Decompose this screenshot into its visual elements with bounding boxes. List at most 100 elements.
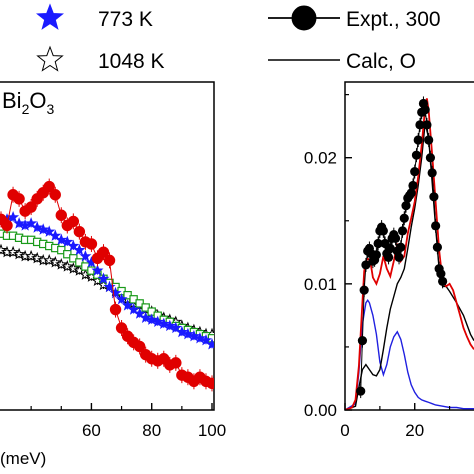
- data-point: [206, 338, 214, 350]
- data-point: [410, 166, 420, 177]
- data-point: [97, 246, 110, 258]
- left-x-axis-label: (meV): [0, 449, 46, 468]
- data-point: [371, 250, 381, 260]
- data-point: [25, 249, 38, 262]
- data-point: [109, 286, 122, 299]
- data-point: [424, 135, 434, 145]
- data-point: [170, 357, 182, 369]
- data-point: [187, 329, 200, 342]
- data-point: [103, 280, 116, 293]
- left-plot-frame: [0, 81, 215, 411]
- data-point: [25, 217, 38, 229]
- data-point: [422, 120, 432, 130]
- data-point: [390, 233, 401, 244]
- data-point: [406, 188, 416, 198]
- data-point: [37, 223, 50, 235]
- data-point: [127, 303, 140, 315]
- left-panel: 60 80 100 Bi2O3 (meV): [0, 81, 226, 468]
- data-point: [151, 315, 164, 328]
- data-point: [67, 215, 80, 228]
- data-point: [415, 120, 425, 130]
- data-point: [6, 245, 20, 258]
- data-point: [73, 243, 86, 256]
- legend-label-773k: 773 K: [98, 8, 153, 31]
- data-point: [73, 225, 86, 238]
- data-point: [43, 225, 56, 237]
- data-point: [133, 307, 146, 319]
- data-point: [199, 333, 212, 346]
- data-point: [61, 260, 74, 272]
- legend-marker-1048k: [36, 45, 64, 72]
- data-point: [361, 260, 371, 270]
- data-point: [12, 217, 26, 229]
- data-point: [408, 180, 418, 191]
- data-point: [427, 168, 437, 178]
- data-point: [109, 303, 122, 316]
- left-x-ticks: 60 80 100: [30, 403, 226, 440]
- y-tick-label: 0.01: [304, 275, 337, 294]
- data-point: [139, 311, 152, 323]
- data-point: [49, 255, 62, 268]
- data-point: [396, 242, 406, 252]
- data-point: [67, 239, 80, 252]
- legend-label-1048k: 1048 K: [98, 50, 165, 73]
- data-point: [357, 336, 368, 346]
- data-point: [436, 269, 446, 279]
- data-point: [43, 180, 55, 193]
- right-series-group: [345, 96, 474, 410]
- data-point: [206, 377, 214, 390]
- data-point: [373, 238, 383, 249]
- data-point: [97, 272, 110, 284]
- data-point: [169, 321, 182, 334]
- series-1: [0, 210, 214, 350]
- data-point: [43, 253, 56, 266]
- x-tick-label: 60: [82, 421, 101, 440]
- data-point: [85, 238, 98, 250]
- left-series-group: [0, 178, 214, 392]
- data-point: [163, 319, 176, 332]
- data-point: [385, 243, 395, 254]
- data-point: [359, 285, 369, 295]
- legend-label-calc: Calc, O: [346, 50, 416, 73]
- data-point: [157, 317, 170, 330]
- data-point: [31, 251, 44, 264]
- data-point: [175, 325, 188, 338]
- x-tick-label: 0: [340, 421, 349, 440]
- data-point: [383, 252, 394, 262]
- data-point: [55, 233, 68, 246]
- data-point: [425, 153, 436, 163]
- data-point: [13, 193, 25, 205]
- data-point: [91, 264, 104, 276]
- data-point: [31, 221, 44, 233]
- data-point: [61, 235, 74, 248]
- y-tick-label: 0.00: [304, 401, 337, 420]
- data-point: [399, 213, 409, 223]
- data-point: [193, 331, 207, 344]
- data-point: [103, 254, 116, 267]
- data-point: [0, 243, 8, 256]
- data-point: [432, 242, 442, 252]
- right-plot-frame: [344, 81, 474, 411]
- series-line-2: [345, 122, 474, 410]
- data-point: [411, 150, 422, 160]
- data-point: [133, 340, 146, 353]
- x-tick-label: 100: [198, 421, 226, 440]
- series-0: [0, 178, 214, 392]
- data-point: [12, 247, 26, 260]
- x-tick-label: 80: [142, 421, 161, 440]
- data-point: [438, 276, 448, 286]
- panel-annotation: Bi2O3: [2, 88, 54, 117]
- right-panel: 0 20 0.00 0.01 0.02: [304, 81, 474, 440]
- data-point: [378, 226, 388, 236]
- data-point: [55, 209, 67, 221]
- top-legends: 773 K 1048 K Expt., 300 Calc, O: [36, 3, 441, 73]
- legend-marker-773k: [36, 3, 64, 30]
- legend-marker-expt: [291, 5, 317, 31]
- x-tick-label: 20: [405, 421, 424, 440]
- data-point: [181, 327, 194, 340]
- data-point: [115, 292, 128, 305]
- y-tick-label: 0.02: [304, 149, 337, 168]
- data-point: [1, 219, 13, 232]
- legend-label-expt: Expt., 300: [346, 8, 441, 31]
